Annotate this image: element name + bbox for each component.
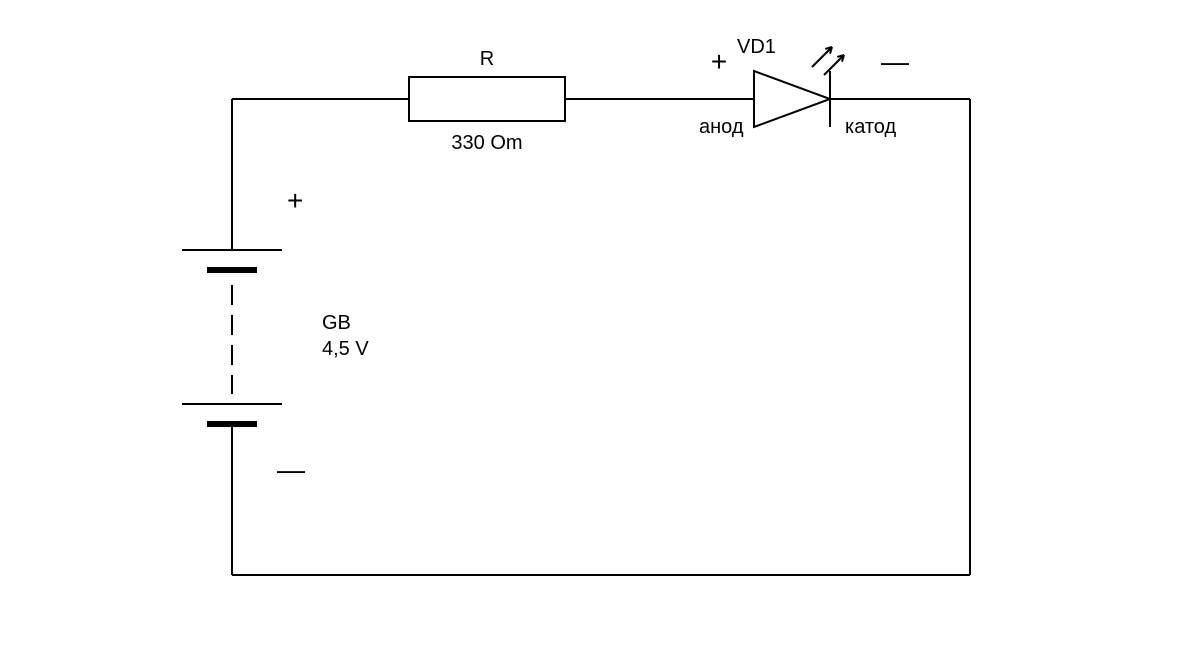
resistor-symbol [409,77,565,121]
led-cathode-label: катод [845,116,896,138]
led-anode-label: анод [699,116,744,138]
led-plus: + [711,46,727,77]
battery-ref: GB [322,312,351,334]
led-minus: — [881,46,909,77]
battery-plus: + [287,185,303,216]
led-triangle [754,71,830,127]
led-ref: VD1 [737,36,776,58]
led-arrow [824,55,844,75]
battery-voltage: 4,5 V [322,338,369,360]
resistor-value: 330 Om [451,132,522,154]
led-arrow [812,47,832,67]
battery-minus: — [277,454,305,485]
resistor-ref: R [480,48,494,70]
